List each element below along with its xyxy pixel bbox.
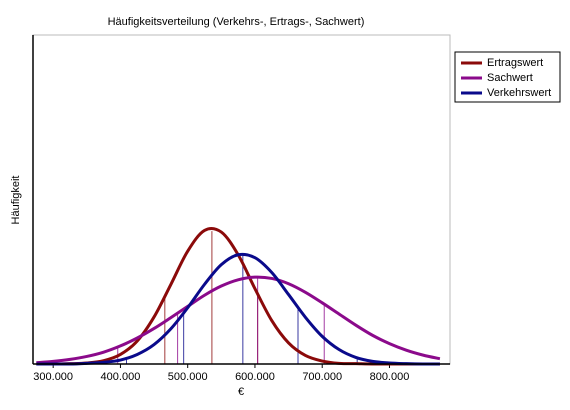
series-line: [36, 252, 440, 366]
x-tick-label: 800.000: [370, 371, 410, 383]
legend-label: Verkehrswert: [487, 87, 551, 99]
y-axis-label: Häufigkeit: [10, 176, 22, 225]
x-tick-label: 300.000: [33, 371, 73, 383]
series-line: [36, 275, 441, 365]
x-tick-label: 500.000: [168, 371, 208, 383]
x-axis-label: €: [238, 386, 244, 398]
chart-title: Häufigkeitsverteilung (Verkehrs-, Ertrag…: [108, 16, 365, 28]
x-tick-label: 400.000: [101, 371, 141, 383]
x-tick-label: 700.000: [302, 371, 342, 383]
legend-label: Sachwert: [487, 72, 533, 84]
legend-label: Ertragswert: [487, 57, 543, 69]
x-tick-label: 600.000: [235, 371, 275, 383]
